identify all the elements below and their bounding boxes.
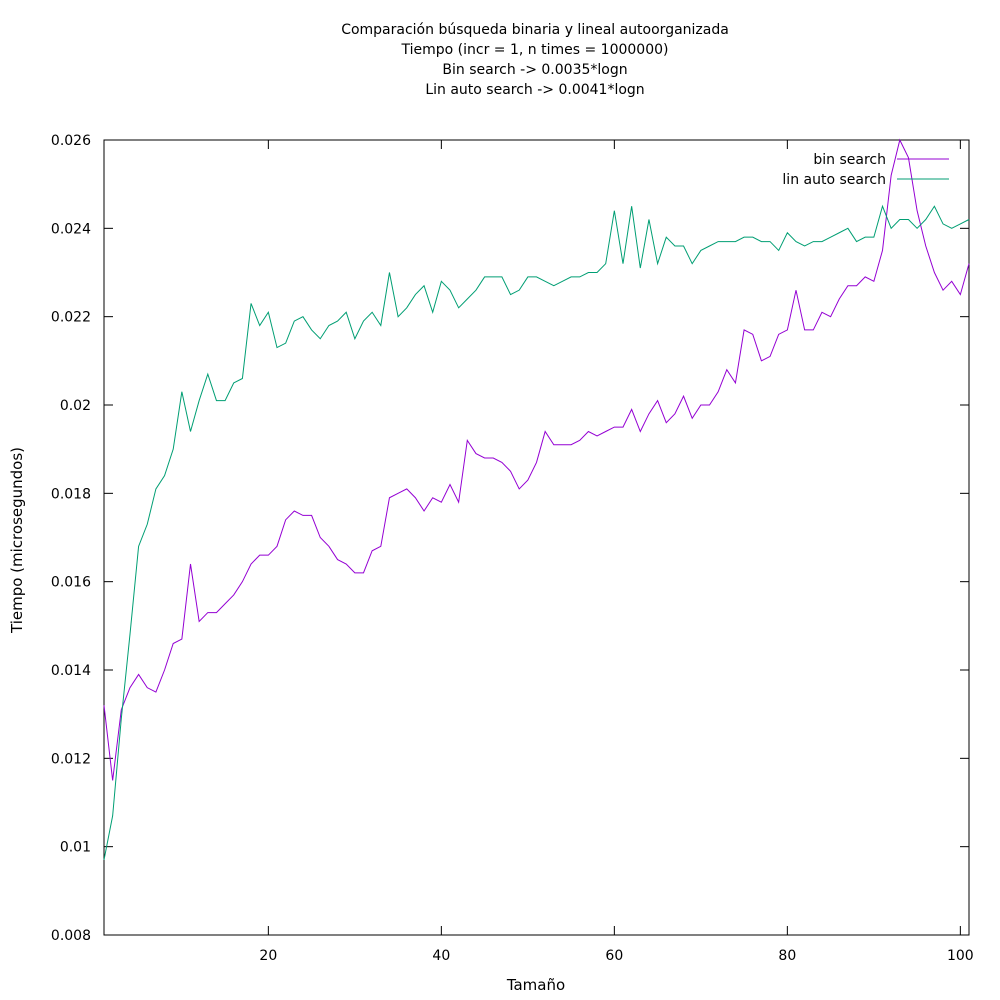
chart-title: Comparación búsqueda binaria y lineal au… xyxy=(341,22,729,98)
y-tick-label: 0.018 xyxy=(51,486,91,502)
legend: bin search lin auto search xyxy=(782,152,949,188)
y-tick-label: 0.024 xyxy=(51,221,91,237)
x-tick-label: 60 xyxy=(605,948,623,964)
title-line-3: Bin search -> 0.0035*logn xyxy=(442,62,627,78)
title-line-4: Lin auto search -> 0.0041*logn xyxy=(425,82,644,98)
x-tick-label: 20 xyxy=(259,948,277,964)
y-tick-label: 0.008 xyxy=(51,928,91,944)
y-tick-label: 0.02 xyxy=(60,398,91,414)
y-tick-label: 0.014 xyxy=(51,663,91,679)
series-line-lin-auto-search xyxy=(103,204,970,861)
y-axis-label: Tiempo (microsegundos) xyxy=(8,447,26,634)
x-tick-label: 100 xyxy=(947,948,974,964)
data-series xyxy=(103,138,970,861)
legend-label: lin auto search xyxy=(782,172,886,188)
plot-area-border xyxy=(103,139,970,936)
y-tick-label: 0.01 xyxy=(60,840,91,856)
x-tick-label: 80 xyxy=(778,948,796,964)
legend-label: bin search xyxy=(813,152,886,168)
y-tick-label: 0.016 xyxy=(51,575,91,591)
y-tick-label: 0.022 xyxy=(51,310,91,326)
x-tick-label: 40 xyxy=(432,948,450,964)
title-line-1: Comparación búsqueda binaria y lineal au… xyxy=(341,22,729,38)
axis-ticks: 20 40 60 80 100 0.008 0.01 0.012 0.014 0.016 0.018… xyxy=(51,133,974,964)
x-axis-label: Tamaño xyxy=(506,976,565,994)
y-tick-label: 0.012 xyxy=(51,751,91,767)
series-line-bin-search xyxy=(103,138,970,781)
y-tick-label: 0.026 xyxy=(51,133,91,149)
title-line-2: Tiempo (incr = 1, n times = 1000000) xyxy=(401,42,669,58)
